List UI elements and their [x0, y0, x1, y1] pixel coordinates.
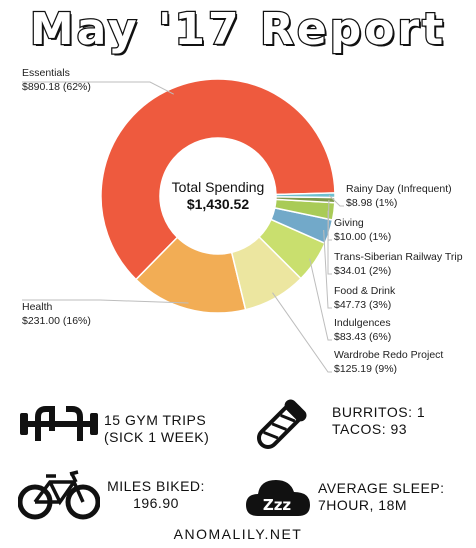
slice-label-name-7: Giving — [334, 217, 364, 229]
slice-label-value-4: $83.43 (6%) — [334, 331, 391, 343]
slice-label-value-8: $8.98 (1%) — [346, 197, 397, 209]
slice-label-name-6: Trans-Siberian Railway Trip — [334, 251, 463, 263]
leader-line-5 — [323, 229, 332, 309]
sleep-stat-line2: 7HOUR, 18M — [318, 497, 408, 513]
slice-label-name-1: Essentials — [22, 67, 70, 79]
leader-line-2 — [22, 299, 189, 304]
leader-line-1 — [22, 81, 174, 95]
bike-stat-line2: 196.90 — [133, 495, 179, 511]
footer-site: ANOMALILY.NET — [173, 526, 303, 542]
leader-line-3 — [272, 292, 332, 373]
slice-label-value-2: $231.00 (16%) — [22, 315, 91, 327]
sleep-cloud-icon: Zzz — [246, 480, 310, 516]
slice-label-value-7: $10.00 (1%) — [334, 231, 391, 243]
kettlebell-icon — [20, 406, 98, 441]
svg-text:Zzz: Zzz — [263, 496, 292, 514]
center-label: Total Spending — [172, 179, 265, 195]
spending-donut-chart: Essentials $890.18 (62%) Health $231.00 (16… — [22, 67, 463, 375]
sleep-stat: AVERAGE SLEEP: 7HOUR, 18M — [318, 480, 445, 514]
food-stat-line2: TACOS: 93 — [332, 421, 408, 437]
slice-label-name-4: Indulgences — [334, 317, 391, 329]
gym-stat: 15 GYM TRIPS (SICK 1 WEEK) — [104, 412, 209, 446]
slice-label-value-6: $34.01 (2%) — [334, 265, 391, 277]
bike-stat-line1: MILES BIKED: — [107, 478, 205, 494]
gym-stat-line2: (SICK 1 WEEK) — [104, 429, 210, 445]
report-title: May '17 Report — [29, 3, 447, 57]
burrito-icon — [256, 399, 307, 450]
bicycle-icon — [18, 470, 100, 520]
leader-line-7 — [327, 199, 332, 241]
bike-stat: MILES BIKED: 196.90 — [106, 478, 206, 512]
food-stat-line1: BURRITOS: 1 — [332, 404, 426, 420]
slice-label-value-5: $47.73 (3%) — [334, 299, 391, 311]
slice-label-value-3: $125.19 (9%) — [334, 363, 397, 375]
donut-slice-8 — [275, 192, 336, 199]
slice-label-name-3: Wardrobe Redo Project — [334, 349, 443, 361]
slice-label-name-8: Rainy Day (Infrequent) — [346, 183, 452, 195]
leader-line-4 — [309, 258, 332, 341]
donut-slice-1 — [100, 78, 336, 281]
gym-stat-line1: 15 GYM TRIPS — [104, 412, 207, 428]
slice-label-value-1: $890.18 (62%) — [22, 81, 91, 93]
center-value: $1,430.52 — [187, 196, 249, 212]
food-stat: BURRITOS: 1 TACOS: 93 — [332, 404, 425, 438]
leader-line-8 — [328, 194, 344, 207]
sleep-stat-line1: AVERAGE SLEEP: — [318, 480, 445, 496]
slice-label-name-5: Food & Drink — [334, 285, 396, 297]
slice-label-name-2: Health — [22, 301, 53, 313]
